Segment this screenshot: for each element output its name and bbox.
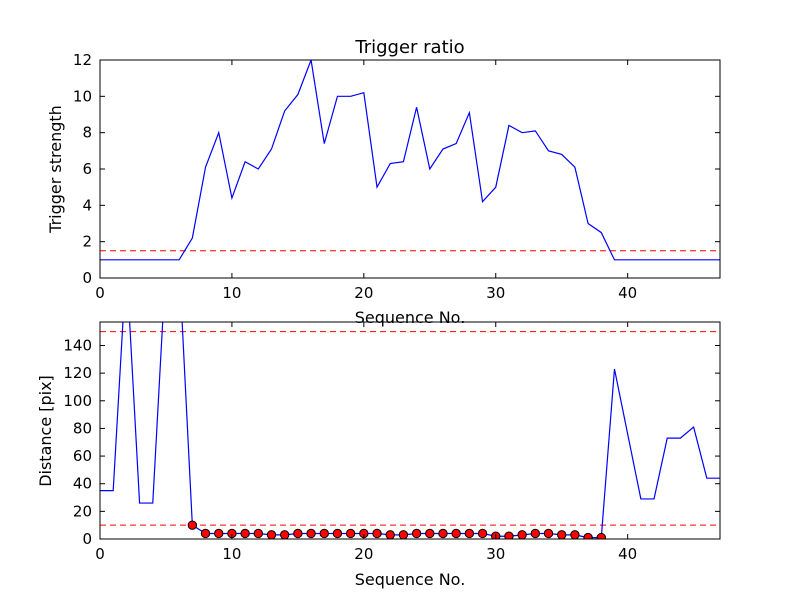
panel1-x-tick-label: 0 <box>95 284 105 302</box>
panel2-data-point-31 <box>596 532 606 539</box>
panel2-y-tick-label: 120 <box>63 364 92 382</box>
panel2-x-tick-label: 10 <box>222 545 241 563</box>
panel1-x-tick-label: 20 <box>354 284 373 302</box>
panel2-data-point-26 <box>530 528 541 539</box>
panel2-data-point-27 <box>543 528 554 539</box>
panel2-axes-frame <box>99 321 721 540</box>
panel1-axes-frame <box>99 59 721 279</box>
panel2-data-point-30 <box>583 532 593 539</box>
panel2-y-tick-label: 100 <box>63 392 92 410</box>
panel2-y-tick-label: 20 <box>73 502 92 520</box>
panel2-data-point-11 <box>332 528 343 539</box>
panel2-y-tick-label: 60 <box>73 447 92 465</box>
panel1-y-tick-label: 8 <box>82 124 92 142</box>
panel1-y-tick-label: 0 <box>82 269 92 287</box>
panel2-data-point-10 <box>319 528 329 539</box>
panel1-x-tick-label: 30 <box>486 284 505 302</box>
panel2-data-point-4 <box>240 528 250 539</box>
panel2-y-tick-label: 0 <box>82 530 92 548</box>
panel1-y-tick-label: 2 <box>82 233 92 251</box>
panel1-plot-area <box>100 60 720 261</box>
panel2-x-tick-label: 0 <box>95 545 105 563</box>
panel2-x-tick-label: 20 <box>354 545 373 563</box>
panel2-data-point-24 <box>504 531 514 539</box>
panel2-y-tick-label: 80 <box>73 419 92 437</box>
panel2-data-point-17 <box>411 528 422 539</box>
panel1-series-line-0 <box>100 60 720 261</box>
bottom-x-axis-label: Sequence No. <box>355 570 466 589</box>
panel1-x-tick-label: 10 <box>222 284 241 302</box>
chart-title: Trigger ratio <box>354 37 464 58</box>
panel2-data-point-9 <box>306 528 316 539</box>
panel2-data-point-0 <box>187 520 198 530</box>
panel2-data-point-5 <box>253 528 263 539</box>
top-x-axis-label: Sequence No. <box>355 308 466 327</box>
panel2-data-point-8 <box>293 528 303 539</box>
panel2-data-point-22 <box>477 528 488 539</box>
panel2-data-point-21 <box>464 528 475 539</box>
panel2-data-point-19 <box>438 528 448 539</box>
panel1-y-tick-label: 6 <box>82 160 92 178</box>
panel2-data-point-16 <box>398 530 409 539</box>
panel2-data-point-1 <box>200 528 211 539</box>
panel2-plot-area <box>100 322 720 539</box>
panel1-x-tick-label: 40 <box>618 284 637 302</box>
panel2-data-point-15 <box>385 530 395 539</box>
panel2-x-tick-label: 30 <box>486 545 505 563</box>
panel2-y-tick-label: 40 <box>73 475 92 493</box>
panel2-series-line-0 <box>100 322 720 539</box>
top-y-axis-label: Trigger strength <box>46 105 65 234</box>
panel2-data-point-6 <box>266 530 277 539</box>
panel2-data-point-28 <box>557 530 567 539</box>
panel2-x-tick-label: 40 <box>618 545 637 563</box>
panel2-data-point-29 <box>570 530 580 539</box>
panel1-y-tick-label: 12 <box>73 51 92 69</box>
panel1-y-tick-label: 4 <box>82 196 92 214</box>
panel2-data-point-14 <box>372 528 382 539</box>
panel2-data-point-7 <box>279 530 290 539</box>
panel2-data-point-25 <box>517 530 527 539</box>
bottom-y-axis-label: Distance [pix] <box>36 375 55 487</box>
panel2-data-point-2 <box>214 528 224 539</box>
panel2-y-tick-label: 140 <box>63 336 92 354</box>
panel2-data-point-20 <box>451 528 461 539</box>
panel1-y-tick-label: 10 <box>73 87 92 105</box>
panel2-data-point-12 <box>345 528 356 539</box>
panel2-data-point-18 <box>425 528 435 539</box>
